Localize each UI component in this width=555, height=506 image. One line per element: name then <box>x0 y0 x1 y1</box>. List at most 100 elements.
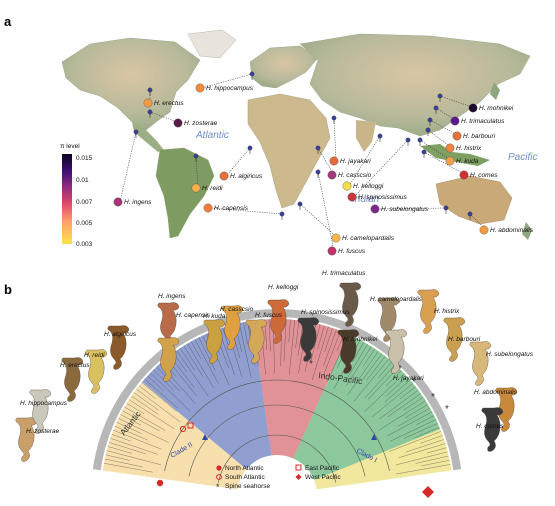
pi-bubble <box>195 83 205 93</box>
seahorse-body <box>339 282 362 327</box>
pin-head <box>279 211 285 217</box>
pi-bubble <box>445 156 455 166</box>
pi-bubble <box>203 203 213 213</box>
tree-tip <box>363 348 376 367</box>
legend-b: North Atlantic South Atlantic * Spine se… <box>216 464 341 492</box>
seahorse-h-kelloggi <box>267 299 290 344</box>
seahorse-body <box>469 341 492 386</box>
site-h-algiricus: H. algiricus <box>219 145 263 181</box>
tree-tip <box>403 423 438 439</box>
tree-tip <box>118 418 169 443</box>
pi-bubble <box>331 233 341 243</box>
tree-tip <box>385 370 402 387</box>
site-h-abdominalis: H. abdominalis <box>467 211 534 235</box>
seahorse-h-histrix <box>417 289 440 334</box>
pi-bubble <box>445 143 455 153</box>
tree-tip <box>133 392 159 411</box>
seahorse-body <box>377 297 400 342</box>
tree-tip <box>283 319 287 362</box>
species-label-b: H. abdominalis <box>474 389 518 396</box>
legend-east-pacific: East Pacific <box>305 465 340 472</box>
tree-tip <box>239 323 252 378</box>
species-label-b: H. kelloggi <box>268 284 299 291</box>
tree-tip <box>420 435 443 444</box>
tree-backbone <box>188 404 366 477</box>
pi-bubble <box>479 225 489 235</box>
tree-tip <box>124 406 166 431</box>
species-label-b: H. casscsio <box>220 306 254 313</box>
site-h-fuscus: H. fuscus <box>315 169 366 256</box>
tree-tip <box>387 393 421 418</box>
seahorse-body <box>203 319 226 364</box>
pi-bubble <box>219 171 229 181</box>
tree-tip <box>362 353 383 380</box>
pin-head <box>247 145 253 151</box>
tree-tip <box>138 385 156 400</box>
seahorse-body <box>417 289 440 334</box>
species-labels-b: H. zosterae H. hippocampus H. erectus H. re… <box>20 270 534 435</box>
species-label-b: H. erectus <box>60 362 90 369</box>
species-label-b: H. camelopardalis <box>370 296 423 303</box>
species-label-b: H. trimaculatus <box>322 270 366 277</box>
tree-tip <box>150 372 191 412</box>
leader-line <box>353 139 409 198</box>
tree-tip <box>106 450 161 465</box>
tree-tip <box>403 396 424 411</box>
leader-line <box>423 151 467 176</box>
seahorse-body <box>481 407 504 452</box>
seahorse-body <box>267 299 290 344</box>
tree-tip <box>415 427 440 438</box>
species-label-a: H. zosterae <box>184 120 218 127</box>
site-h-subelongatus: H. subelongatus <box>370 204 449 214</box>
seahorse-h-mohnikei <box>337 329 360 374</box>
tree-tip <box>222 327 230 347</box>
tree-tip <box>183 345 204 378</box>
species-label-b: H. zosterae <box>26 428 60 435</box>
seahorse-body <box>157 337 180 382</box>
leader-line <box>429 119 460 137</box>
pi-bubble <box>347 192 357 202</box>
leader-line <box>376 207 447 210</box>
pin-head <box>427 117 433 123</box>
root-west-pacific-marker <box>422 486 434 498</box>
leader-line <box>348 135 381 187</box>
seahorse-body <box>337 329 360 374</box>
tree-tip <box>415 455 449 464</box>
tree-tip <box>176 350 209 397</box>
root-north-atlantic-marker <box>156 479 164 487</box>
site-h-ingens: H. ingens <box>113 129 152 207</box>
pi-bubble <box>327 170 337 180</box>
atlantic-clade-wedge <box>102 381 247 490</box>
site-h-histrix: H. histrix <box>425 127 482 153</box>
tree-tip <box>397 407 431 427</box>
tree-tip <box>111 434 131 442</box>
tree-tip <box>126 403 145 415</box>
tree-tip <box>352 341 365 363</box>
seahorse-body <box>15 417 38 462</box>
species-label-b: H. fuscus <box>255 312 283 319</box>
species-label-b: H. subelongatus <box>486 351 534 358</box>
tree-tip <box>187 343 214 388</box>
tree-tip <box>385 376 408 397</box>
seahorse-body <box>221 305 244 350</box>
east-pacific-node <box>187 422 194 429</box>
pi-bubble <box>143 98 153 108</box>
ocean-label-atlantic: Atlantic <box>195 130 229 141</box>
pi-bubble <box>459 170 469 180</box>
indo-pacific-red-wedge <box>252 319 349 459</box>
site-h-kelloggi: H. kelloggi <box>342 133 384 191</box>
pin-head <box>467 211 473 217</box>
species-label-b: H. histrix <box>434 308 460 315</box>
species-label-b: H. comes <box>476 423 504 430</box>
panel-b-label: b <box>4 282 12 297</box>
spine-asterisk: * <box>445 404 449 415</box>
species-label-a: H. ingens <box>124 199 152 206</box>
pin-head <box>331 115 337 121</box>
pi-bubble <box>452 131 462 141</box>
seahorse-h-zosterae <box>15 417 38 462</box>
pi-bubble <box>327 246 337 256</box>
tree-tip <box>288 319 295 376</box>
species-label-a: H. subelongatus <box>381 206 429 213</box>
tree-tip <box>396 451 448 466</box>
tree-tip <box>377 361 393 379</box>
